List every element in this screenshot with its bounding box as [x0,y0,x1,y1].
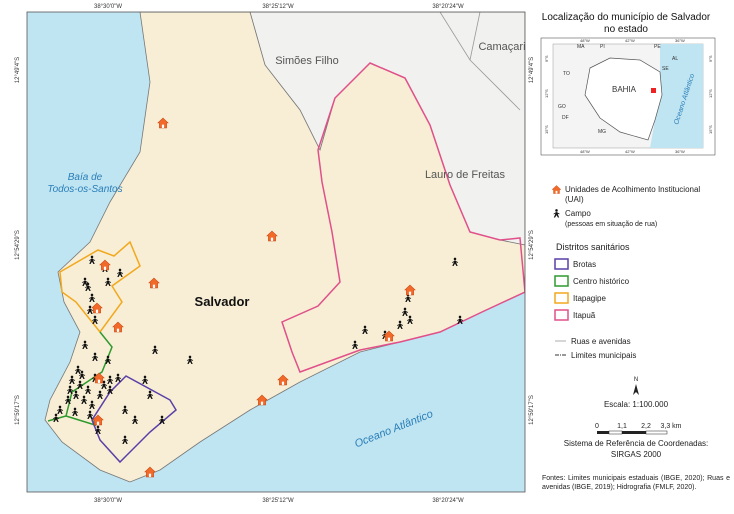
legend-label: Unidades de Acolhimento Institucional [565,185,700,194]
map-frame [26,11,526,493]
inset-coord: 36°W [675,38,685,43]
legend-label: Brotas [573,260,596,269]
crs-label: SIRGAS 2000 [611,450,662,459]
district-itapagipe [59,240,141,334]
inset-coord: 15°S [708,125,713,134]
scale-bar [597,431,609,434]
north-label: N [634,377,638,383]
inset-coord: 42°W [625,38,635,43]
inset-state: PI [600,44,605,50]
inset-state: AL [672,56,678,62]
bay-label: Todos-os-Santos [47,184,122,195]
lat-label: 12°54'29"S [15,230,21,260]
inset-bahia-label: BAHIA [612,85,637,94]
inset-state: GO [558,104,566,110]
legend-swatch [554,292,569,304]
inset-state: PE [654,44,661,50]
legend-label: Centro histórico [573,277,630,286]
inset-coord: 12°S [708,89,713,98]
place-label: Simões Filho [275,55,339,67]
lon-label: 38°30'0"W [94,498,122,504]
inset-coord: 36°W [675,149,685,154]
inset-coord: 15°S [544,125,549,134]
inset-state: MA [577,44,585,50]
scale-tick: 1,1 [617,423,627,430]
lat-label: 12°54'29"S [529,230,535,260]
inset-bahia [584,57,663,141]
scale-ratio: Escala: 1:100.000 [604,400,669,409]
legend-label: Ruas e avenidas [571,337,631,346]
lat-label: 12°59'17"S [15,395,21,425]
legend-label: (pessoas em situação de rua) [565,221,657,228]
legend-label: Itapuã [573,311,596,320]
lon-label: 38°30'0"W [94,4,122,10]
lon-label: 38°25'12"W [262,4,294,10]
legend-swatch [554,309,569,321]
scale-bar [608,430,623,435]
scale-tick: 0 [595,423,599,430]
scale-bar [645,430,668,435]
inset-coord: 48°W [580,149,590,154]
legend-uai-icon [552,185,561,194]
inset-state: SE [662,66,669,72]
scale-tick: 3,3 km [660,423,681,430]
crs-label: Sistema de Referência de Coordenadas: [564,439,709,448]
city-label: Salvador [195,294,250,309]
lat-label: 12°49'4"S [529,57,535,83]
lat-label: 12°59'17"S [529,395,535,425]
district-itapua [281,62,525,373]
lon-label: 38°20'24"W [432,4,464,10]
legend-swatch [554,258,569,270]
bay-label: Baía de [68,172,103,183]
sources: Fontes: Limites municipais estaduais (IB… [542,475,730,491]
legend-label: Limites municipais [571,351,636,360]
inset-state: TO [563,71,570,77]
lat-label: 12°49'4"S [15,57,21,83]
district-brotas [91,375,177,464]
lon-label: 38°20'24"W [432,498,464,504]
inset-coord: 42°W [625,149,635,154]
inset-coord: 9°S [708,55,713,62]
inset-state: MG [598,129,606,135]
legend-label: (UAI) [565,195,584,204]
municipal-limit [439,12,521,111]
inset-state: DF [562,115,569,121]
place-label: Camaçari [478,41,525,53]
place-label: Lauro de Freitas [425,169,506,181]
legend-subtitle: Distritos sanitários [556,242,630,252]
inset-coord: 12°S [544,89,549,98]
north-arrow [633,384,639,395]
legend-campo-icon [553,209,560,218]
scale-tick: 2,2 [641,423,651,430]
inset-coord: 9°S [544,55,549,62]
map-area [27,12,525,492]
legend-label: Itapagipe [573,294,606,303]
inset-locator [651,88,656,93]
inset-title: Localização do município de Salvador [542,12,711,23]
inset-title: no estado [604,24,648,35]
lon-label: 38°25'12"W [262,498,294,504]
legend-label: Campo [565,209,591,218]
inset-coord: 48°W [580,38,590,43]
inset-sea [650,44,703,148]
legend-swatch [554,275,569,287]
scale-bar [622,431,646,434]
